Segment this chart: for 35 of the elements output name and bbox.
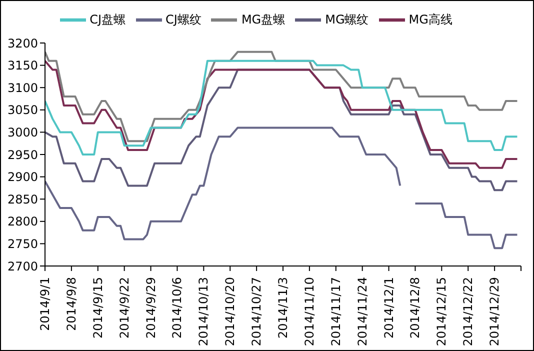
y-tick-label: 3150 bbox=[7, 58, 38, 73]
x-tick-label: 2014/9/1 bbox=[38, 277, 52, 331]
legend-label: MG螺纹 bbox=[325, 12, 369, 26]
x-tick-label: 2014/12/15 bbox=[434, 277, 449, 346]
x-tick-label: 2014/10/27 bbox=[250, 277, 264, 346]
y-tick-label: 2900 bbox=[7, 170, 38, 184]
legend-label: MG高线 bbox=[408, 12, 452, 26]
y-tick-label: 2950 bbox=[7, 148, 38, 162]
x-tick-label: 2014/11/10 bbox=[302, 277, 316, 346]
x-tick-label: 2014/11/17 bbox=[328, 277, 343, 346]
x-tick-label: 2014/9/15 bbox=[90, 277, 105, 339]
x-tick-label: 2014/9/8 bbox=[64, 277, 78, 331]
x-tick-label: 2014/11/3 bbox=[276, 277, 290, 339]
y-tick-label: 2800 bbox=[7, 214, 38, 229]
legend-label: MG盘螺 bbox=[241, 12, 286, 26]
x-tick-label: 2014/12/8 bbox=[408, 277, 422, 339]
line-series bbox=[45, 50, 518, 142]
y-tick-label: 3100 bbox=[7, 80, 38, 95]
x-tick-label: 2014/11/24 bbox=[355, 277, 370, 346]
x-tick-label: 2014/9/22 bbox=[117, 277, 132, 339]
y-tick-label: 3000 bbox=[7, 125, 38, 140]
x-tick-label: 2014/10/6 bbox=[170, 277, 184, 339]
y-tick-label: 3050 bbox=[7, 103, 38, 118]
x-tick-label: 2014/9/29 bbox=[144, 277, 158, 339]
x-tick-label: 2014/10/13 bbox=[196, 277, 211, 346]
x-tick-label: 2014/12/29 bbox=[488, 277, 502, 346]
y-tick-label: 2750 bbox=[7, 236, 38, 251]
x-tick-label: 2014/12/22 bbox=[461, 277, 476, 346]
x-tick-label: 2014/10/20 bbox=[223, 277, 238, 346]
y-tick-label: 2700 bbox=[7, 259, 38, 274]
y-tick-label: 2850 bbox=[7, 192, 38, 206]
legend-label: CJ盘螺 bbox=[90, 12, 126, 26]
x-tick-label: 2014/12/1 bbox=[382, 277, 396, 339]
legend-label: CJ螺纹 bbox=[166, 12, 202, 26]
y-tick-label: 3200 bbox=[7, 36, 38, 50]
